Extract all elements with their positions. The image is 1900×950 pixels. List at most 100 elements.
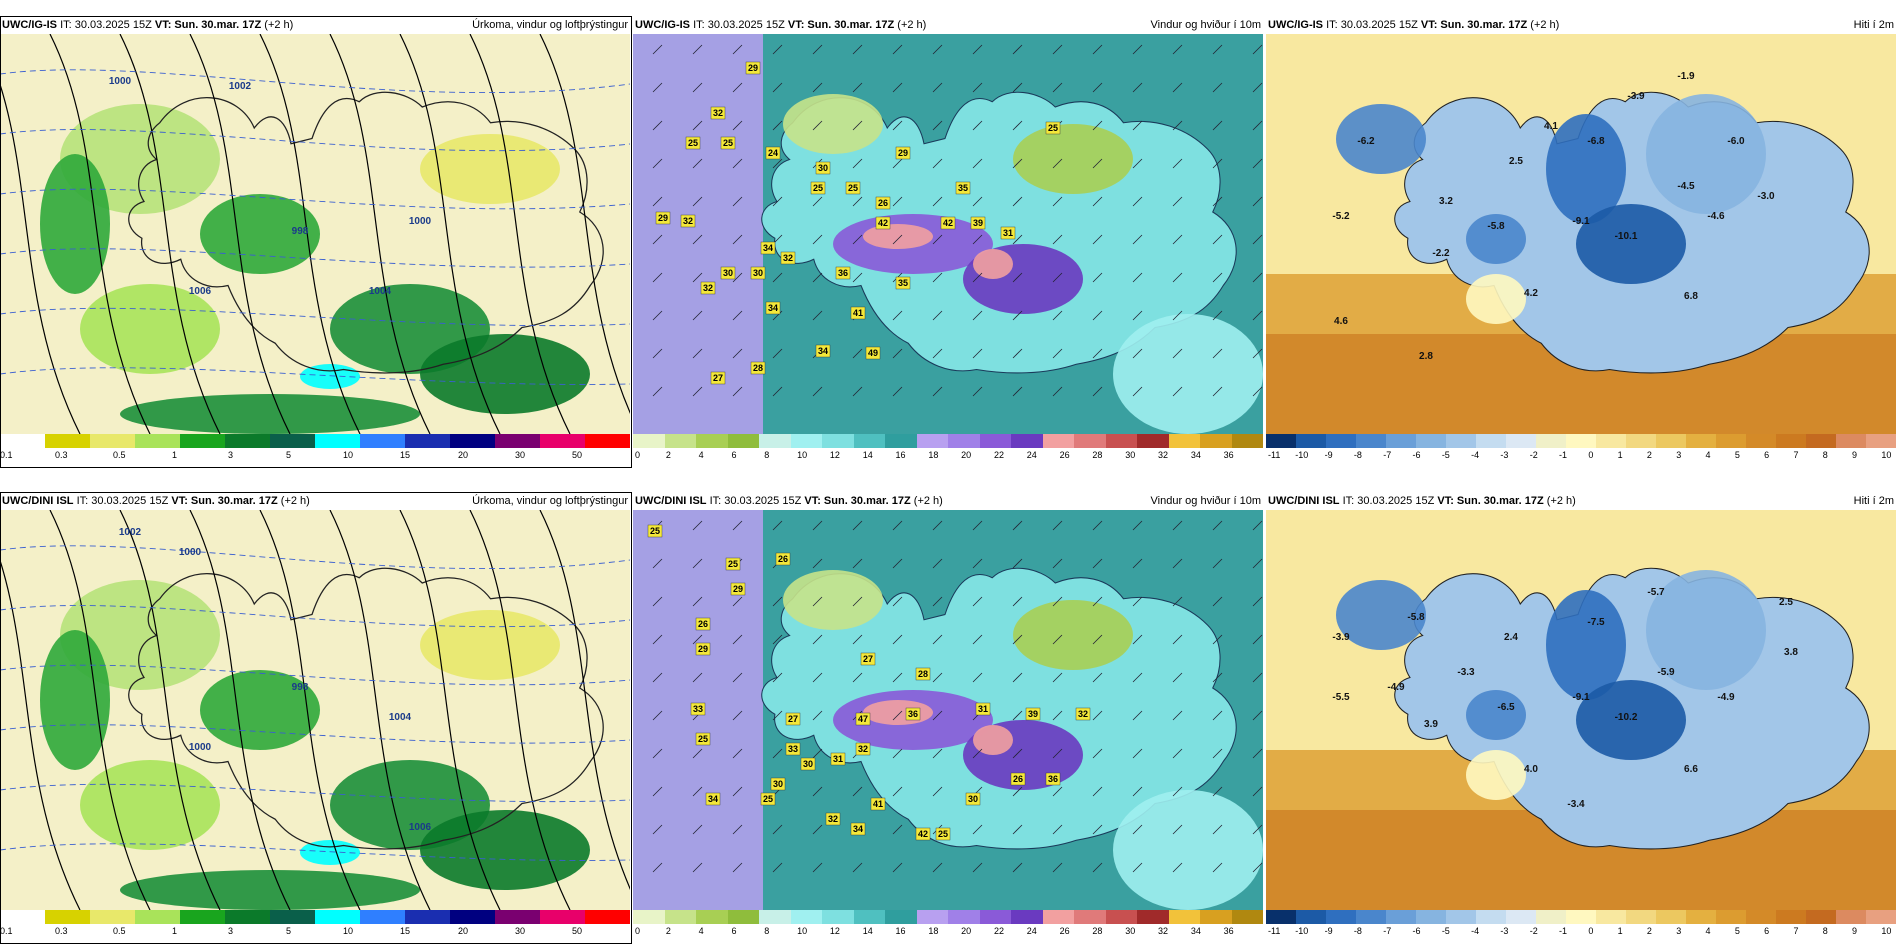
gust-badge: [850, 822, 866, 836]
temperature-value: -5.2: [1332, 211, 1350, 222]
gust-value: 31: [978, 704, 988, 714]
wind-arrow: [732, 272, 743, 283]
wind-arrow: [892, 120, 903, 131]
wind-arrow: [1252, 272, 1263, 283]
wind-arrow: [1012, 824, 1023, 835]
wind-arrow: [1212, 158, 1223, 169]
precip-area: [420, 134, 560, 204]
init-time: IT: 30.03.2025 15Z: [76, 495, 169, 507]
scale-tick-label: 4: [698, 926, 704, 936]
scale-swatch: [1716, 434, 1746, 448]
scale-swatch: [1866, 434, 1896, 448]
wind-arrow: [652, 348, 663, 359]
wind-arrow: [1132, 824, 1143, 835]
wind-arrow: [892, 748, 903, 759]
gust-badge: [895, 146, 911, 160]
gust-value: 29: [733, 584, 743, 594]
scale-tick-label: 36: [1223, 450, 1234, 460]
wind-arrow: [732, 672, 743, 683]
wind-arrow: [852, 672, 863, 683]
wind-arrow: [1212, 348, 1223, 359]
gust-value: 34: [708, 794, 718, 804]
temperature-value: -6.2: [1357, 136, 1375, 147]
wind-arrow: [732, 824, 743, 835]
temperature-value: 4.2: [1524, 288, 1538, 299]
gust-badge: [815, 161, 831, 175]
scale-swatch: [790, 434, 822, 448]
scale-tick-label: 1: [1617, 450, 1623, 460]
scale-swatch: [1806, 910, 1836, 924]
gust-badge: [875, 196, 891, 210]
scale-swatch: [0, 910, 45, 924]
wind-arrow: [1092, 82, 1103, 93]
scale-tick-label: 12: [829, 926, 840, 936]
wind-arrow: [1012, 634, 1023, 645]
gust-badge: [780, 251, 796, 265]
scale-swatch: [180, 434, 225, 448]
gust-value: 26: [698, 619, 708, 629]
temperature-value: 2.5: [1509, 156, 1523, 167]
wind-arrow: [852, 520, 863, 531]
panel-header: UWC/IG-IS IT: 30.03.2025 15Z VT: Sun. 30…: [1266, 16, 1896, 34]
wind-arrow: [1092, 196, 1103, 207]
temperature-contour: [0, 188, 630, 210]
scale-swatch: [822, 910, 854, 924]
wind-arrow: [692, 386, 703, 397]
scale-swatch: [664, 434, 696, 448]
scale-tick-label: -4: [1471, 450, 1480, 460]
temperature-value: 4.1: [1544, 121, 1558, 132]
scale-swatch: [633, 910, 665, 924]
gust-value: 26: [878, 198, 888, 208]
wind-arrow: [1132, 558, 1143, 569]
temperature-value: -5.8: [1407, 612, 1425, 623]
temperature-value: 3.8: [1784, 647, 1798, 658]
field-title: Vindur og hviður í 10m: [1150, 495, 1261, 507]
gust-badge: [760, 792, 776, 806]
gust-badge: [810, 181, 826, 195]
wind-arrow: [692, 558, 703, 569]
temperature-value: 2.5: [1779, 597, 1793, 608]
gust-value: 25: [938, 829, 948, 839]
wind-arrow: [732, 120, 743, 131]
temperature-area: [1646, 94, 1766, 214]
wind-arrow: [692, 44, 703, 55]
scale-swatch: [1596, 434, 1626, 448]
scale-swatch: [1416, 910, 1446, 924]
wind-area: [1013, 124, 1133, 194]
wind-arrow: [972, 558, 983, 569]
gust-value: 29: [698, 644, 708, 654]
scale-tick-label: 4: [698, 450, 704, 460]
wind-arrow: [692, 348, 703, 359]
init-time: IT: 30.03.2025 15Z: [1326, 19, 1418, 31]
wind-arrow: [1212, 748, 1223, 759]
scale-tick-label: 20: [961, 926, 972, 936]
temperature-area: [1576, 680, 1686, 760]
panel-header: UWC/IG-IS IT: 30.03.2025 15Z VT: Sun. 30…: [0, 16, 630, 34]
scale-swatch: [1476, 910, 1506, 924]
wind-area: [633, 34, 763, 434]
wind-arrow: [1172, 272, 1183, 283]
scale-tick-label: -8: [1353, 926, 1362, 936]
scale-tick-label: 3: [1676, 450, 1682, 460]
panel-dini-wind: UWC/DINI ISL IT: 30.03.2025 15Z VT: Sun.…: [633, 492, 1263, 950]
scale-tick-label: 6: [731, 450, 737, 460]
precip-area: [40, 154, 110, 294]
color-scale-ticks: 0.1 0.3 0.5 1 3 5 10 15 20 30 50: [0, 449, 630, 463]
lead-offset: (+2 h): [1530, 19, 1560, 31]
scale-tick-label: 5: [1734, 926, 1740, 936]
scale-tick-label: 1: [1617, 926, 1623, 936]
wind-arrow: [812, 272, 823, 283]
wind-arrow: [1172, 634, 1183, 645]
color-scale-bar: [1266, 434, 1896, 448]
wind-arrow: [1092, 824, 1103, 835]
gust-badge: [850, 306, 866, 320]
wind-arrow: [652, 158, 663, 169]
isobar-line: [329, 34, 431, 434]
wind-arrow: [1052, 710, 1063, 721]
wind-arrow: [932, 710, 943, 721]
wind-arrow: [1012, 672, 1023, 683]
wind-arrow: [1172, 44, 1183, 55]
gust-badge: [705, 792, 721, 806]
scale-tick-label: 9: [1852, 926, 1858, 936]
precip-area: [120, 394, 420, 434]
